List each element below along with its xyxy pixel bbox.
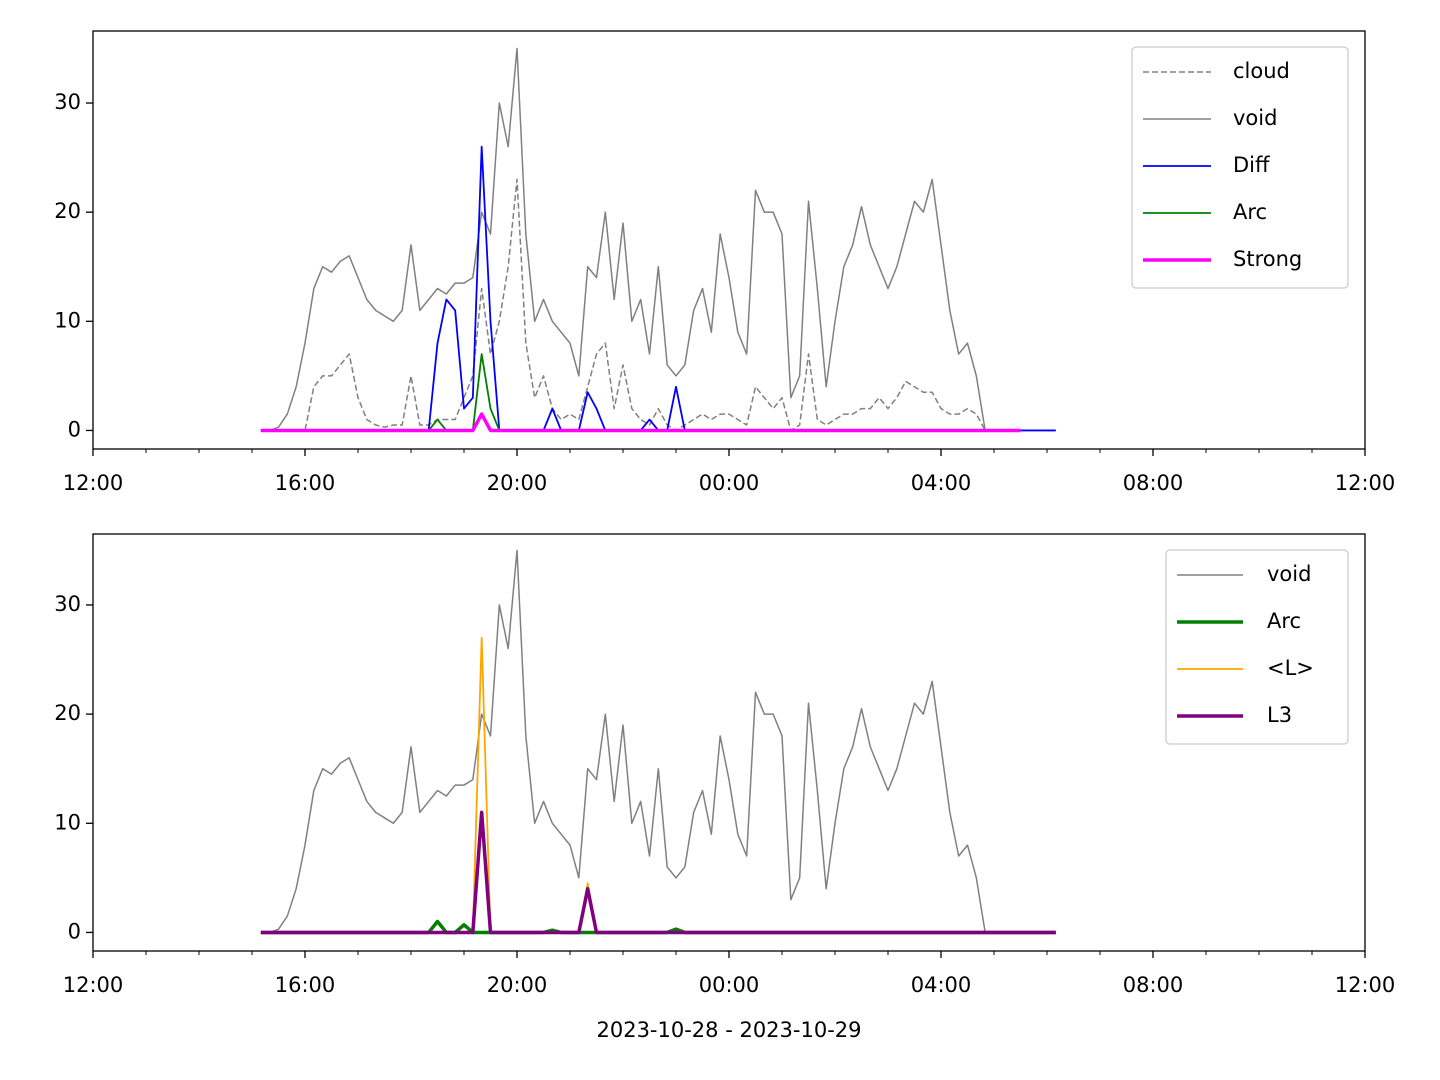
y-tick-label: 0	[68, 417, 81, 441]
series-line	[260, 549, 986, 934]
x-tick-label: 12:00	[1335, 471, 1396, 495]
x-axis-label: 2023-10-28 - 2023-10-29	[596, 1018, 861, 1042]
x-tick-label: 12:00	[1335, 973, 1396, 997]
legend-box	[1131, 46, 1349, 289]
x-tick-label: 16:00	[275, 471, 336, 495]
x-tick-label: 20:00	[487, 471, 548, 495]
panel: 12:00 16:00 20:00 00:00 04:00 08:00 12:00 0 10 20…	[54, 30, 1396, 495]
legend-label: Arc	[1233, 200, 1267, 224]
axes-frame	[92, 30, 1366, 450]
x-tick-label: 20:00	[487, 973, 548, 997]
legend-label: cloud	[1233, 59, 1290, 83]
legend-label: Arc	[1267, 609, 1301, 633]
x-tick-label: 12:00	[63, 471, 124, 495]
legend-label: L3	[1267, 703, 1292, 727]
legend-label: Diff	[1233, 153, 1270, 177]
x-tick-label: 00:00	[699, 471, 760, 495]
x-tick-label: 08:00	[1123, 471, 1184, 495]
y-tick-label: 0	[68, 919, 81, 943]
series-line	[260, 412, 1021, 433]
x-tick-label: 04:00	[911, 973, 972, 997]
y-tick-label: 10	[54, 810, 81, 834]
legend: cloud void Diff Arc Strong	[1131, 46, 1349, 289]
series-line	[260, 178, 986, 432]
y-tick-label: 30	[54, 592, 81, 616]
y-tick-label: 20	[54, 199, 81, 223]
series-line	[260, 47, 986, 432]
legend-label: void	[1267, 562, 1311, 586]
panel: 12:00 16:00 20:00 00:00 04:00 08:00 12:00 0 10 20…	[54, 533, 1396, 1042]
x-tick-label: 04:00	[911, 471, 972, 495]
x-tick-label: 00:00	[699, 973, 760, 997]
axes-frame	[92, 533, 1366, 952]
y-tick-label: 10	[54, 308, 81, 332]
y-tick-label: 20	[54, 701, 81, 725]
legend-label: void	[1233, 106, 1277, 130]
legend: void Arc <L> L3	[1165, 549, 1349, 745]
x-tick-label: 16:00	[275, 973, 336, 997]
y-tick-label: 30	[54, 90, 81, 114]
legend-box	[1165, 549, 1349, 745]
x-tick-label: 08:00	[1123, 973, 1184, 997]
x-tick-label: 12:00	[63, 973, 124, 997]
legend-label: <L>	[1267, 656, 1314, 680]
legend-label: Strong	[1233, 247, 1302, 271]
series-line	[260, 810, 1056, 935]
